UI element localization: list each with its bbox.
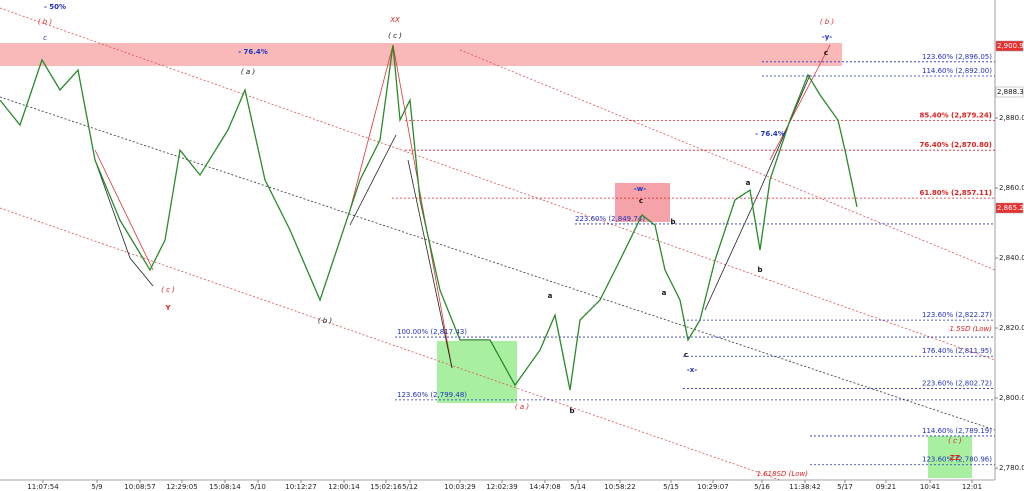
price-label: 2,865.25 [997,204,1024,212]
wave-label: ( b ) [38,18,53,26]
wave-label: ( c ) [948,437,962,445]
fib-label: 114.60% (2,892.00) [922,67,992,75]
wave-label: - 50% [44,3,66,11]
fib-label: 223.60% (2,802.72) [922,380,992,388]
wave-label: c [43,34,47,42]
channel-line [0,207,781,481]
y-tick-label: 2,860.00 [999,184,1024,192]
price-label: 2,900.92 [997,42,1024,50]
wave-line [94,149,154,271]
x-tick-label: 14:47:08 [529,483,560,491]
fib-label: 100.00% (2,817.43) [397,328,467,336]
x-tick-label: 5/17 [837,483,853,491]
x-tick-label: 10:03:29 [444,483,475,491]
wave-label: a [548,292,553,300]
wave-label: - 76.4% [238,48,268,56]
price-label-box [995,86,1024,98]
x-tick-label: 09:21 [876,483,896,491]
x-tick-label: 11:07:54 [27,483,59,491]
x-tick-label: 10:41 [920,483,940,491]
fib-label: 123.60% (2,822.27) [922,311,992,319]
wave-label: b [670,218,675,226]
x-tick-label: 5/9 [91,483,102,491]
wave-label: -w- [634,185,646,193]
price-line [0,45,858,391]
wave-label: b [757,266,762,274]
fib-label: 123.60% (2,799.48) [397,391,467,399]
x-tick-label: 12:29:05 [166,483,197,491]
fib-label: 123.60% (2,780.96) [922,456,992,464]
x-tick-label: 5/15 [663,483,679,491]
x-tick-label: 15:02:16 [370,483,402,491]
wave-line [349,44,453,369]
wave-label: ( b ) [820,18,835,26]
y-tick-label: 2,840.00 [999,254,1024,262]
fib-label: 114.60% (2,789.19) [922,427,992,435]
x-tick-label: 5/12 [402,483,418,491]
wave-label: a [662,289,667,297]
x-tick-label: 5/14 [570,483,586,491]
x-tick-label: 10:29:07 [697,483,728,491]
wave-label: 1.5SD (Low) [949,325,992,333]
wave-label: ( b ) [318,317,333,325]
wave-label: a [746,179,751,187]
wave-line [349,134,397,226]
price-label-box [995,40,1024,52]
wave-line [407,159,453,369]
wave-label: ( c ) [388,32,402,40]
x-tick-label: 12:01 [962,483,982,491]
x-tick-label: 5/16 [754,483,770,491]
x-tick-label: 10:08:57 [124,483,155,491]
wave-label: -x- [687,366,697,374]
fib-label: 85.40% (2,879.24) [919,112,992,120]
x-tick-label: 15:08:14 [209,483,241,491]
fib-label: 223.60% (2,849.74) [575,215,645,223]
wave-label: XX [389,16,400,24]
wave-label: b [569,407,574,415]
fib-label: 176.40% (2,811.95) [922,347,992,355]
target-zone [928,436,972,478]
channel-line [0,96,996,431]
wave-label: c [684,351,688,359]
price-label: 2,888.37 [997,88,1024,96]
wave-label: Y [164,304,171,312]
support-zone [437,341,517,403]
wave-label: ( a ) [515,403,529,411]
wave-label: c [639,197,643,205]
fib-label: 123.60% (2,896.05) [922,53,992,61]
price-label-box [995,202,1024,214]
fib-label: 61.80% (2,857.11) [919,189,992,197]
x-tick-label: 12:00:14 [328,483,360,491]
x-tick-label: 12:02:39 [486,483,517,491]
x-tick-label: 10:58:22 [604,483,635,491]
wave-line [94,159,154,287]
wave-line [769,44,831,161]
wave-label: 1.618SD (Low) [757,470,809,478]
wave-label: c [824,49,828,57]
channel-line [459,49,996,271]
x-tick-label: 5/10 [250,483,266,491]
x-tick-label: 11:38:42 [789,483,820,491]
y-tick-label: 2,800.00 [999,394,1024,402]
y-tick-label: 2,780.00 [999,464,1024,472]
y-tick-label: 2,820.00 [999,324,1024,332]
wave-label: ( a ) [241,68,255,76]
y-tick-label: 2,880.00 [999,114,1024,122]
fib-label: 76.40% (2,870.80) [919,141,992,149]
wave-label: ZZ [950,454,960,462]
wave-label: -y- [822,33,832,41]
x-tick-label: 10:12:27 [285,483,316,491]
wave-label: - 76.4% [755,130,785,138]
wave-label: ( c ) [161,286,175,294]
resistance-zone [0,43,842,66]
